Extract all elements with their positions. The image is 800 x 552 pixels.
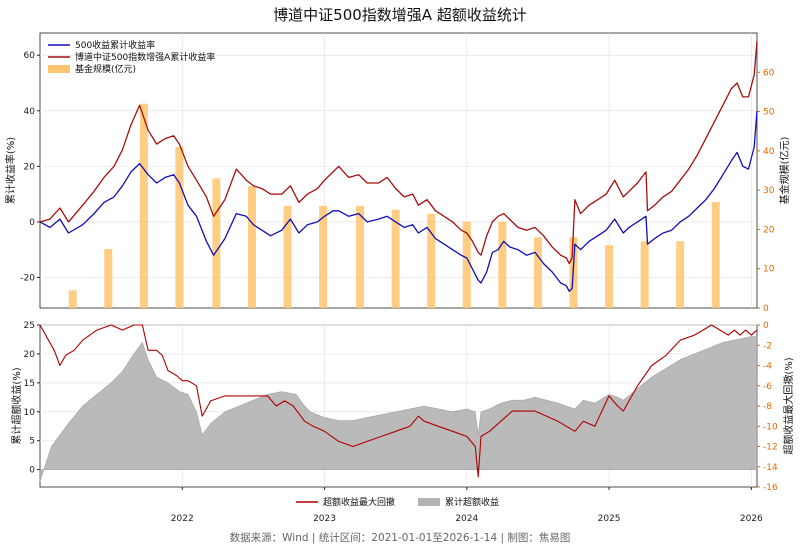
- fund-scale-bar: [711, 201, 720, 308]
- fund-scale-bar: [104, 249, 113, 308]
- legend-label: 累计超额收益: [445, 496, 499, 508]
- fund-scale-bar: [640, 241, 649, 308]
- chart-title: 博道中证500指数增强A 超额收益统计: [273, 6, 527, 24]
- y2-tick-label-right: -8: [763, 402, 772, 412]
- y2-tick-label-right: 40: [763, 147, 775, 157]
- x-tick-label: 2025: [598, 514, 621, 524]
- y-tick-label-left: 5: [29, 437, 35, 447]
- y2-tick-label-right: 10: [763, 265, 775, 275]
- y2-tick-label-right: 30: [763, 186, 775, 196]
- y-tick-label-left: 25: [24, 321, 35, 331]
- fund-scale-bar: [247, 186, 256, 308]
- y2-tick-label-right: 50: [763, 108, 775, 118]
- y2-tick-label-right: -2: [763, 341, 772, 351]
- legend-label: 博道中证500指数增强A累计收益率: [75, 51, 215, 63]
- fund-scale-bar: [498, 221, 507, 308]
- y-tick-label-left: 40: [24, 107, 36, 117]
- y2-axis-label-bottom: 超额收益最大回撤(%): [782, 357, 795, 454]
- y-tick-label-left: 60: [24, 51, 36, 61]
- fund-scale-bar: [356, 205, 365, 308]
- fund-scale-bar: [283, 205, 292, 308]
- y2-tick-label-right: 20: [763, 225, 775, 235]
- y2-tick-label-right: 60: [763, 68, 775, 78]
- fund-scale-bar: [533, 237, 542, 308]
- benchmark-return-line: [39, 110, 758, 292]
- fund-scale-bar: [139, 103, 148, 308]
- legend-label: 基金规模(亿元): [75, 63, 136, 75]
- fund-scale-bar: [319, 205, 328, 308]
- y2-tick-label-right: -10: [763, 422, 778, 432]
- y-tick-label-left: 20: [24, 350, 36, 360]
- x-tick-label: 2024: [455, 514, 478, 524]
- fund-scale-bar: [68, 290, 77, 308]
- fund-scale-bar: [462, 221, 471, 308]
- y2-tick-label-right: -4: [763, 362, 772, 372]
- y-tick-label-left: 0: [29, 218, 35, 228]
- y-axis-label-bottom: 累计超额收益(%): [10, 367, 23, 444]
- fund-return-line: [39, 41, 758, 265]
- y-tick-label-left: 15: [24, 379, 35, 389]
- y-axis-label-top: 累计收益率(%): [4, 137, 17, 204]
- x-tick-label: 2023: [313, 514, 336, 524]
- y-tick-label-left: 0: [29, 466, 35, 476]
- legend-label: 500收益累计收益率: [75, 39, 155, 51]
- y2-tick-label-right: -16: [763, 483, 778, 493]
- y2-tick-label-right: -14: [763, 463, 778, 473]
- fund-scale-bar: [175, 146, 184, 308]
- fund-scale-bar: [427, 213, 436, 308]
- source-footer: 数据来源：Wind | 统计区间：2021-01-01至2026-1-14 | …: [229, 532, 571, 544]
- y2-tick-label-right: -6: [763, 382, 772, 392]
- x-tick-label: 2022: [171, 514, 194, 524]
- y-tick-label-left: 20: [24, 162, 36, 172]
- y-tick-label-left: -20: [20, 273, 35, 283]
- y2-tick-label-right: -12: [763, 443, 778, 453]
- y2-tick-label-right: 0: [763, 304, 769, 314]
- y2-tick-label-right: 0: [763, 321, 769, 331]
- excess-drawdown-line: [39, 324, 758, 478]
- fund-scale-bar: [212, 178, 221, 308]
- legend-label: 超额收益最大回撤: [323, 496, 395, 508]
- legend-swatch: [48, 65, 70, 73]
- fund-scale-bar: [605, 245, 614, 308]
- y2-axis-label-top: 基金规模(亿元): [778, 137, 791, 205]
- y-tick-label-left: 10: [24, 408, 36, 418]
- fund-scale-bar: [676, 241, 685, 308]
- x-tick-label: 2026: [740, 514, 763, 524]
- legend-swatch: [418, 498, 440, 506]
- fund-scale-bar: [391, 209, 400, 308]
